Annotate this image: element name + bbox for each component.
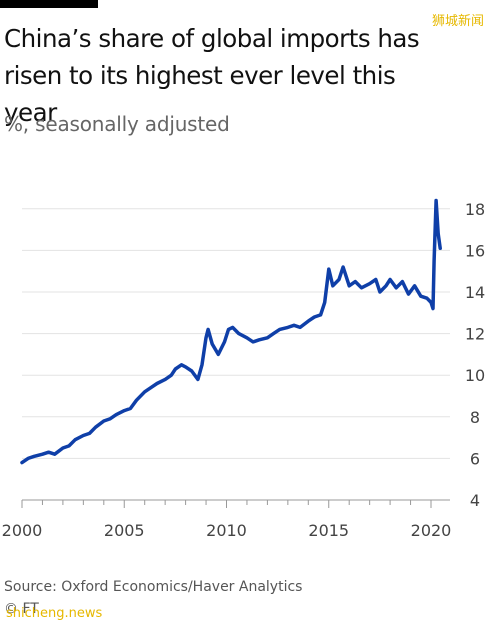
line-chart: 4 6 8 10 12 14 16 18 2000 2005 2010 2015 2020 [2,198,485,540]
x-tick-label-2015: 2015 [308,521,349,540]
chart-title: China’s share of global imports has rise… [4,24,420,127]
ft-top-bar [0,0,98,8]
y-tick-label-4: 4 [470,491,480,510]
watermark-bottom: shicheng.news [6,606,103,621]
y-tick-label-18: 18 [465,200,485,219]
y-tick-label-6: 6 [470,449,480,468]
chart-source: Source: Oxford Economics/Haver Analytics [4,579,303,595]
x-tick-label-2010: 2010 [206,521,247,540]
y-tick-label-8: 8 [470,408,480,427]
x-tick-label-2005: 2005 [104,521,145,540]
copyright: © FT [4,601,39,617]
y-tick-label-14: 14 [465,283,485,302]
x-tick-label-2020: 2020 [411,521,452,540]
y-tick-label-12: 12 [465,325,485,344]
x-tick-label-2000: 2000 [2,521,43,540]
y-tick-label-16: 16 [465,241,485,260]
chart-subtitle: %, seasonally adjusted [4,112,230,136]
y-tick-label-10: 10 [465,366,485,385]
watermark-top: 狮城新闻 [431,14,484,29]
import-share-line [20,198,442,465]
